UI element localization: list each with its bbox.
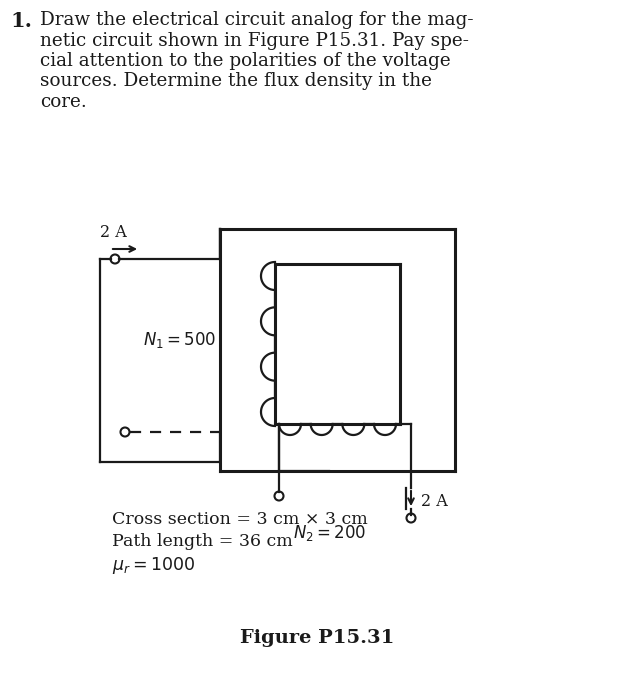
- Text: 2 A: 2 A: [100, 224, 127, 241]
- Text: Path length = 36 cm: Path length = 36 cm: [112, 533, 293, 550]
- Text: Cross section = 3 cm × 3 cm: Cross section = 3 cm × 3 cm: [112, 511, 368, 528]
- Text: core.: core.: [40, 93, 87, 111]
- Text: sources. Determine the flux density in the: sources. Determine the flux density in t…: [40, 73, 432, 90]
- Text: $\mu_r = 1000$: $\mu_r = 1000$: [112, 555, 195, 576]
- Text: $N_1 = 500$: $N_1 = 500$: [143, 331, 216, 350]
- Text: $N_2 = 200$: $N_2 = 200$: [294, 523, 366, 543]
- Text: Figure P15.31: Figure P15.31: [240, 629, 394, 647]
- Text: 1.: 1.: [10, 11, 32, 31]
- Text: netic circuit shown in Figure P15.31. Pay spe-: netic circuit shown in Figure P15.31. Pa…: [40, 31, 469, 50]
- Text: 2 A: 2 A: [421, 492, 448, 509]
- Text: cial attention to the polarities of the voltage: cial attention to the polarities of the …: [40, 52, 451, 70]
- Text: Draw the electrical circuit analog for the mag-: Draw the electrical circuit analog for t…: [40, 11, 474, 29]
